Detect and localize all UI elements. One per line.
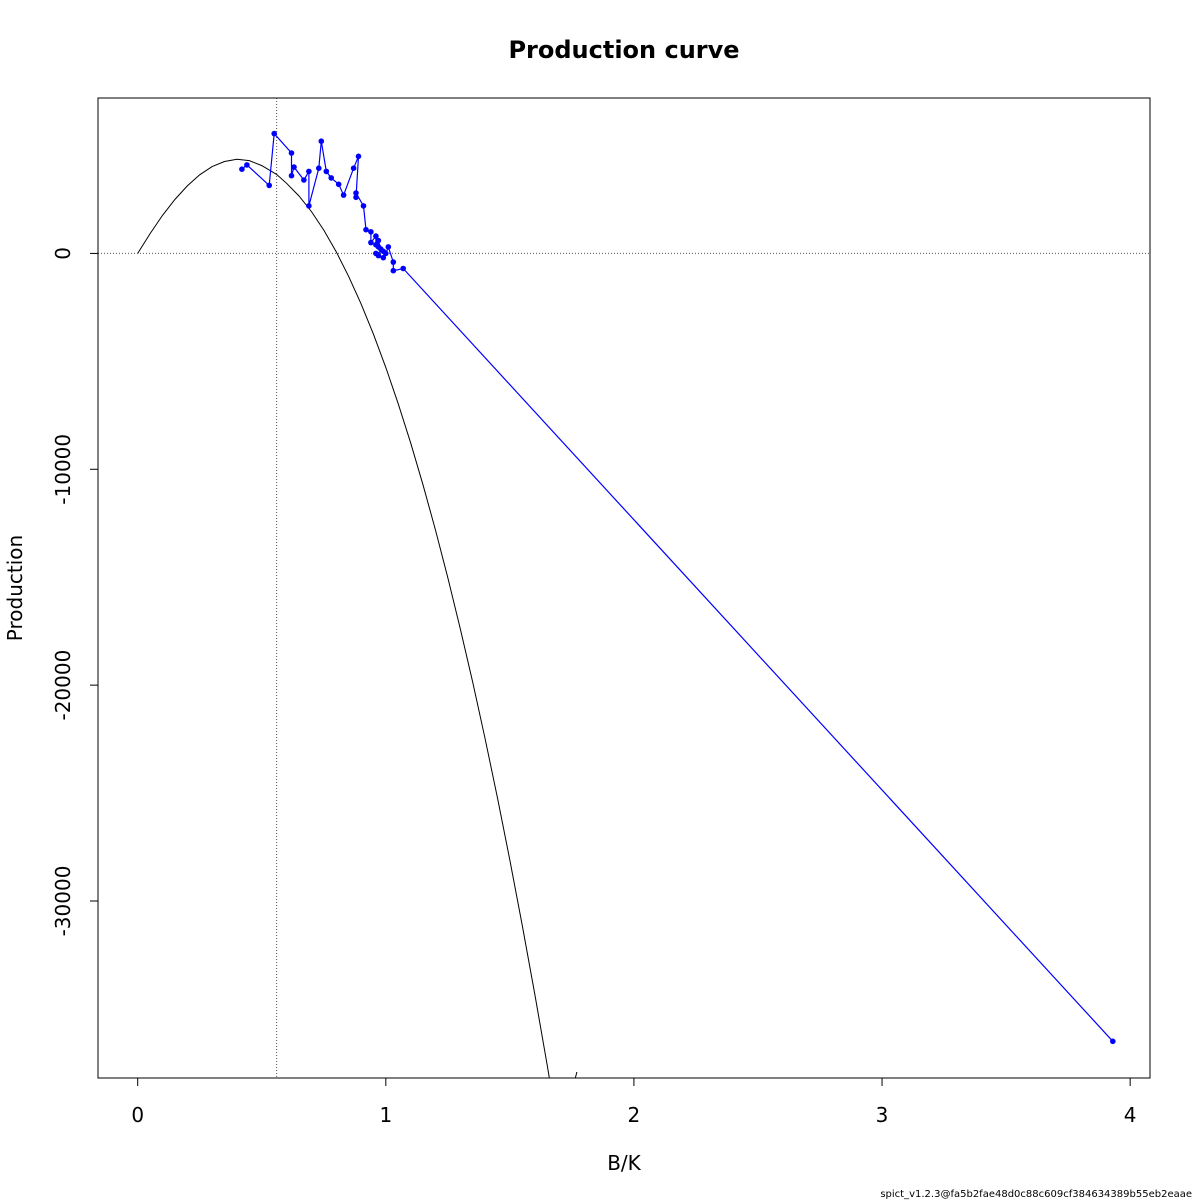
- trajectory-point: [355, 153, 362, 160]
- x-axis: 0 1 2 3 4: [131, 1077, 1137, 1127]
- trajectory-point: [306, 203, 312, 209]
- trajectory-point: [350, 165, 357, 171]
- trajectory-point: [400, 265, 407, 272]
- y-tick-label: 0: [51, 247, 75, 260]
- plot-area: [98, 98, 1150, 1078]
- trajectory-point: [288, 150, 295, 156]
- trajectory-point: [301, 177, 307, 183]
- trajectory-point: [390, 267, 397, 274]
- x-tick-label: 2: [628, 1103, 641, 1127]
- trajectory-point: [316, 165, 322, 171]
- trajectory-point: [239, 166, 245, 172]
- trajectory-point: [385, 244, 392, 250]
- trajectory-point: [390, 259, 397, 265]
- trajectory-point: [328, 175, 335, 181]
- trajectory-point: [353, 194, 359, 201]
- trajectory-point: [266, 182, 273, 189]
- trajectory-point: [383, 250, 389, 257]
- chart-title: Production curve: [508, 36, 739, 64]
- trajectory-point: [368, 229, 374, 235]
- trajectory-point: [318, 138, 325, 144]
- y-tick-label: -20000: [51, 650, 75, 721]
- trajectory-point: [373, 233, 379, 239]
- x-tick-label: 0: [131, 1103, 144, 1127]
- trajectory-point: [244, 162, 250, 168]
- trajectory-point: [375, 252, 382, 259]
- y-axis-label: Production: [3, 535, 27, 641]
- y-axis: 0 -10000 -20000 -30000: [51, 247, 98, 936]
- trajectory-point: [288, 172, 295, 179]
- plot-frame: [97, 97, 1151, 1079]
- trajectory-point: [323, 168, 330, 175]
- trajectory-point: [363, 226, 369, 233]
- x-tick-label: 4: [1124, 1103, 1137, 1127]
- trajectory-point: [375, 237, 382, 244]
- y-tick-label: -30000: [51, 866, 75, 937]
- theoretical-production-curve: [137, 158, 578, 1078]
- trajectory-point: [340, 192, 347, 198]
- trajectory-line: [241, 132, 1114, 1042]
- x-tick-label: 3: [876, 1103, 889, 1127]
- trajectory-point: [380, 254, 387, 261]
- x-axis-label: B/K: [607, 1151, 641, 1175]
- version-footer: spict_v1.2.3@fa5b2fae48d0c88c609cf384634…: [880, 1189, 1192, 1200]
- trajectory-point: [335, 181, 342, 188]
- trajectory-point: [353, 190, 359, 196]
- trajectory-point: [1110, 1038, 1116, 1045]
- trajectory-point: [306, 168, 312, 175]
- trajectory-point: [291, 164, 297, 170]
- x-tick-label: 1: [379, 1103, 392, 1127]
- y-tick-label: -10000: [51, 434, 75, 505]
- trajectory-point: [360, 203, 367, 209]
- trajectory-point: [368, 239, 374, 246]
- trajectory-point: [271, 130, 278, 137]
